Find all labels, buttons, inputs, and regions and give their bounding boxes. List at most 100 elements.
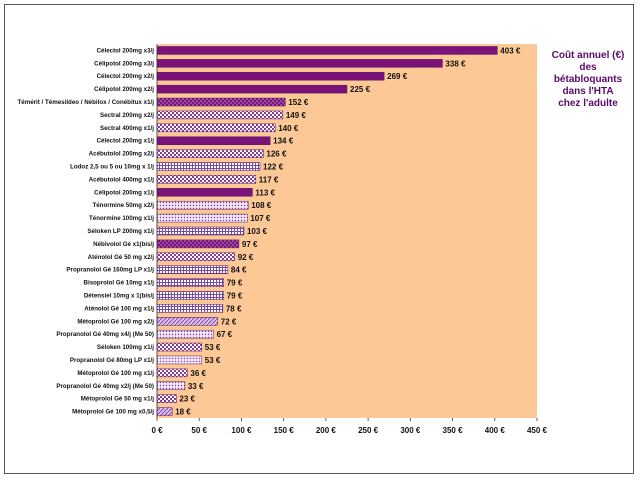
bar-25 bbox=[156, 355, 203, 365]
value-label: 338 € bbox=[445, 59, 466, 68]
value-label: 97 € bbox=[242, 240, 258, 249]
value-label: 84 € bbox=[231, 266, 247, 275]
category-label: Témérit / Témesildeo / Nébilox / Conébit… bbox=[17, 99, 154, 106]
category-label: Métoprolol Gé 100 mg x0,5/j bbox=[72, 409, 154, 416]
value-label: 152 € bbox=[288, 98, 309, 107]
category-label: Célectol 200mg x1/j bbox=[97, 138, 155, 145]
value-label: 67 € bbox=[217, 330, 233, 339]
bar-24 bbox=[156, 342, 203, 352]
value-label: 79 € bbox=[227, 279, 243, 288]
bar-20 bbox=[156, 291, 224, 300]
category-label: Aténolol Gé 100 mg x1/j bbox=[84, 305, 154, 312]
category-label: Sectral 400mg x1/j bbox=[100, 125, 154, 132]
bar-19 bbox=[156, 278, 224, 287]
bar-17 bbox=[156, 252, 235, 262]
value-label: 53 € bbox=[205, 343, 221, 352]
value-label: 134 € bbox=[273, 137, 294, 146]
bar-27 bbox=[156, 381, 186, 391]
category-label: Aténolol Gé 50 mg x2/j bbox=[88, 254, 155, 261]
bar-8 bbox=[156, 136, 271, 145]
category-label: Métoprolol Gé 100 mg x2/j bbox=[77, 318, 154, 325]
value-label: 269 € bbox=[387, 72, 408, 81]
category-label: Sectral 200mg x2/j bbox=[100, 112, 154, 119]
title-line: chez l'adulte bbox=[558, 98, 618, 109]
bar-6 bbox=[156, 110, 284, 120]
category-label: Célipotol 200mg x1/j bbox=[94, 189, 154, 196]
value-label: 140 € bbox=[278, 124, 299, 133]
bar-3 bbox=[156, 71, 385, 81]
category-label: Propranolol Gé 80mg LP x1/j bbox=[70, 357, 154, 364]
x-tick-label: 0 € bbox=[151, 426, 163, 435]
bar-2 bbox=[156, 59, 443, 68]
bar-13 bbox=[156, 200, 249, 210]
category-label: Ténormine 50mg x2/j bbox=[92, 202, 154, 209]
value-label: 108 € bbox=[251, 201, 272, 210]
category-label: Célectol 200mg x2/j bbox=[97, 73, 155, 80]
category-label: Célectol 200mg x3/j bbox=[97, 47, 155, 54]
bar-14 bbox=[156, 213, 248, 223]
value-label: 103 € bbox=[247, 227, 268, 236]
bar-16 bbox=[156, 239, 240, 249]
value-label: 113 € bbox=[255, 188, 275, 197]
bar-29 bbox=[156, 407, 173, 416]
bar-18 bbox=[156, 265, 229, 274]
category-label: Séloken LP 200mg x1/j bbox=[87, 228, 154, 235]
category-label: Ténormine 100mg x1/j bbox=[89, 215, 154, 222]
category-label: Nébivolol Gé x1(bis/j bbox=[93, 241, 154, 248]
x-tick-label: 100 € bbox=[231, 426, 252, 435]
bar-12 bbox=[156, 188, 253, 197]
x-tick-label: 150 € bbox=[274, 426, 295, 435]
title-line: des bbox=[579, 62, 597, 73]
value-label: 92 € bbox=[238, 253, 254, 262]
category-label: Détensiel 10mg x 1(bis/j bbox=[84, 292, 154, 299]
value-label: 78 € bbox=[226, 304, 242, 313]
title-line: bétabloquants bbox=[553, 74, 623, 85]
chart-title: Coût annuel (€) des bétabloquants dans l'HT… bbox=[540, 50, 636, 110]
title-line: Coût annuel (€) bbox=[551, 50, 625, 61]
value-label: 126 € bbox=[266, 150, 287, 159]
bar-26 bbox=[156, 368, 188, 378]
bar-1 bbox=[156, 46, 498, 55]
value-label: 79 € bbox=[227, 291, 243, 300]
category-label: Métoprolol Gé 100 mg x1/j bbox=[77, 370, 154, 377]
bar-10 bbox=[156, 162, 261, 171]
value-label: 36 € bbox=[190, 369, 206, 378]
category-label: Acébutolol 200mg x2/j bbox=[89, 151, 155, 158]
bar-22 bbox=[156, 317, 219, 326]
value-label: 117 € bbox=[259, 175, 279, 184]
bar-21 bbox=[156, 304, 224, 313]
category-label: Métoprolol Gé 50 mg x1/j bbox=[81, 396, 155, 403]
bar-28 bbox=[156, 394, 177, 403]
bar-23 bbox=[156, 329, 214, 339]
category-label: Acébutolol 400mg x1/j bbox=[89, 176, 155, 183]
x-tick-label: 250 € bbox=[358, 426, 379, 435]
value-label: 107 € bbox=[250, 214, 271, 223]
value-label: 33 € bbox=[188, 382, 204, 391]
value-label: 53 € bbox=[205, 356, 221, 365]
category-label: Lodoz 2,5 ou 5 ou 10mg x 1/j bbox=[70, 164, 154, 171]
category-label: Propranolol Gé 160mg LP x1/j bbox=[66, 267, 154, 274]
bar-9 bbox=[156, 149, 264, 158]
x-tick-label: 350 € bbox=[443, 426, 464, 435]
value-label: 23 € bbox=[179, 395, 195, 404]
x-tick-label: 200 € bbox=[316, 426, 337, 435]
category-label: Propranolol Gé 40mg x2/j (Me 50) bbox=[56, 383, 154, 390]
title-line: dans l'HTA bbox=[562, 86, 614, 97]
x-tick-label: 50 € bbox=[191, 426, 207, 435]
value-label: 72 € bbox=[221, 317, 237, 326]
category-label: Propranolol Gé 40mg x4/j (Me 50) bbox=[56, 331, 154, 338]
bar-4 bbox=[156, 84, 348, 94]
bar-15 bbox=[156, 226, 245, 236]
category-label: Séloken 100mg x1/j bbox=[97, 344, 154, 351]
x-tick-label: 300 € bbox=[400, 426, 421, 435]
category-label: Célipotol 200mg x2/j bbox=[94, 86, 154, 93]
category-label: Célipotol 200mg x3/j bbox=[94, 60, 154, 67]
value-label: 122 € bbox=[263, 163, 284, 172]
bar-5 bbox=[156, 97, 286, 107]
value-label: 225 € bbox=[350, 85, 371, 94]
value-label: 403 € bbox=[500, 46, 521, 55]
x-tick-label: 400 € bbox=[485, 426, 506, 435]
value-label: 149 € bbox=[286, 111, 307, 120]
value-label: 18 € bbox=[175, 408, 191, 417]
